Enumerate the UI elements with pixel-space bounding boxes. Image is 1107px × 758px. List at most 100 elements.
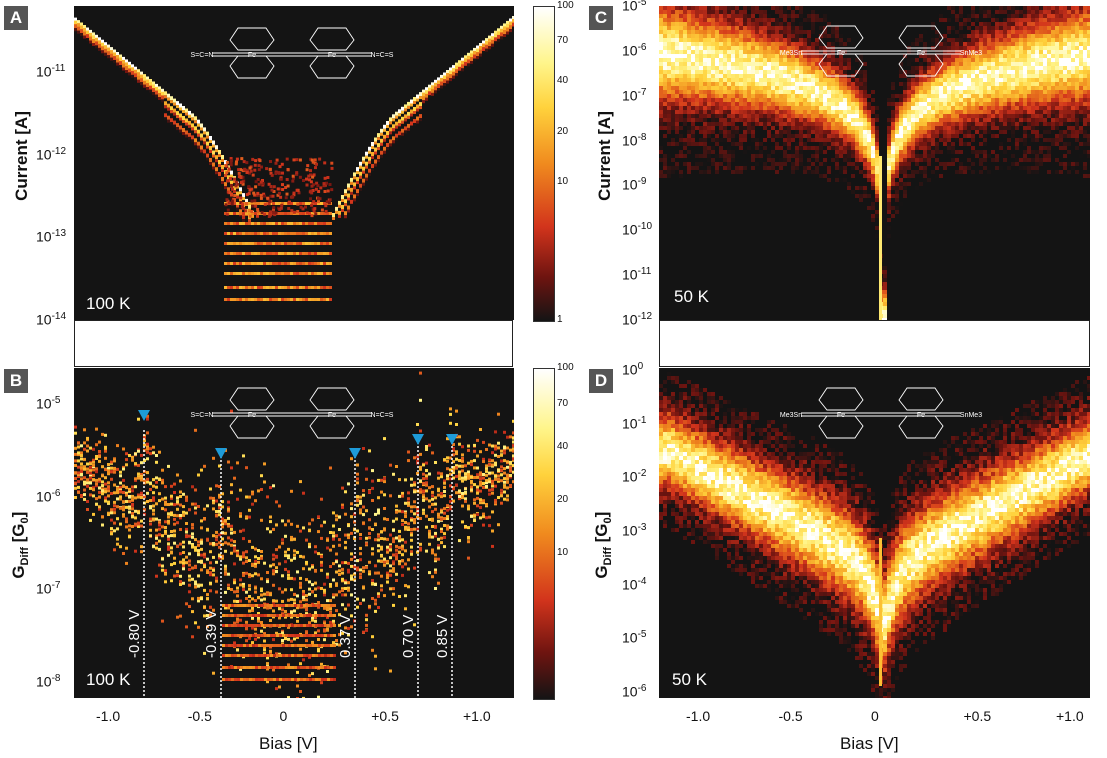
heatmap-cell bbox=[723, 94, 727, 98]
heatmap-cell bbox=[683, 150, 687, 154]
heatmap-cell bbox=[715, 30, 719, 34]
heatmap-cell bbox=[476, 504, 479, 508]
heatmap-cell bbox=[663, 114, 667, 118]
heatmap-cell bbox=[691, 54, 695, 58]
heatmap-cell bbox=[266, 212, 269, 215]
heatmap-cell bbox=[398, 529, 401, 533]
heatmap-cell bbox=[245, 222, 248, 225]
heatmap-cell bbox=[188, 132, 191, 137]
heatmap-cell bbox=[671, 154, 675, 158]
heatmap-cell bbox=[663, 34, 667, 38]
heatmap-cell bbox=[95, 470, 98, 474]
heatmap-cell bbox=[735, 70, 739, 74]
heatmap-cell bbox=[687, 58, 691, 62]
heatmap-cell bbox=[467, 448, 470, 452]
heatmap-cell bbox=[691, 14, 695, 18]
heatmap-cell bbox=[425, 445, 428, 448]
heatmap-cell bbox=[134, 77, 137, 81]
heatmap-cell bbox=[320, 232, 323, 235]
heatmap-cell bbox=[215, 590, 218, 594]
heatmap-cell bbox=[491, 39, 494, 44]
heatmap-cell bbox=[425, 87, 428, 92]
heatmap-cell bbox=[759, 38, 763, 42]
heatmap-cell bbox=[327, 634, 330, 637]
heatmap-cell bbox=[419, 546, 422, 550]
heatmap-cell bbox=[428, 486, 431, 490]
heatmap-cell bbox=[711, 86, 715, 90]
heatmap-cell bbox=[723, 58, 727, 62]
heatmap-cell bbox=[260, 593, 263, 597]
heatmap-cell bbox=[380, 150, 383, 155]
heatmap-cell bbox=[242, 216, 246, 219]
heatmap-cell bbox=[739, 106, 743, 110]
heatmap-cell bbox=[675, 34, 679, 38]
heatmap-cell bbox=[389, 587, 392, 591]
heatmap-cell bbox=[128, 68, 131, 73]
heatmap-cell bbox=[254, 232, 257, 235]
heatmap-cell bbox=[691, 50, 695, 54]
heatmap-cell bbox=[158, 533, 161, 537]
heatmap-cell bbox=[203, 555, 206, 559]
heatmap-cell bbox=[101, 432, 104, 436]
heatmap-cell bbox=[203, 605, 206, 609]
heatmap-cell bbox=[763, 62, 767, 66]
heatmap-cell bbox=[327, 604, 330, 607]
heatmap-cell bbox=[723, 102, 727, 106]
heatmap-cell bbox=[125, 500, 128, 503]
heatmap-cell bbox=[125, 520, 128, 524]
heatmap-cell bbox=[98, 479, 101, 483]
heatmap-cell bbox=[452, 65, 455, 70]
heatmap-cell bbox=[663, 94, 667, 98]
heatmap-cell bbox=[113, 529, 116, 533]
heatmap-cell bbox=[92, 488, 95, 492]
heatmap-cell bbox=[305, 298, 308, 301]
heatmap-cell bbox=[683, 114, 687, 118]
heatmap-cell bbox=[257, 252, 260, 255]
heatmap-cell bbox=[715, 82, 719, 86]
heatmap-cell bbox=[671, 110, 675, 114]
heatmap-cell bbox=[735, 170, 739, 174]
heatmap-cell bbox=[362, 598, 365, 602]
heatmap-cell bbox=[703, 38, 707, 42]
heatmap-cell bbox=[161, 534, 164, 538]
heatmap-cell bbox=[659, 58, 663, 62]
heatmap-cell bbox=[739, 98, 743, 102]
heatmap-cell bbox=[443, 458, 446, 462]
heatmap-cell bbox=[667, 82, 671, 86]
heatmap-cell bbox=[675, 54, 679, 58]
heatmap-cell bbox=[287, 519, 290, 523]
heatmap-cell bbox=[755, 50, 759, 54]
heatmap-cell bbox=[239, 512, 242, 516]
heatmap-cell bbox=[747, 66, 751, 70]
heatmap-cell bbox=[719, 122, 723, 126]
heatmap-cell bbox=[259, 193, 263, 197]
heatmap-cell bbox=[743, 166, 747, 170]
heatmap-cell bbox=[143, 74, 146, 79]
heatmap-cell bbox=[233, 202, 236, 205]
heatmap-cell bbox=[261, 604, 264, 607]
heatmap-cell bbox=[92, 512, 95, 516]
heatmap-cell bbox=[221, 522, 224, 526]
heatmap-cell bbox=[236, 590, 239, 593]
heatmap-cell bbox=[347, 586, 350, 590]
heatmap-cell bbox=[269, 530, 272, 534]
heatmap-cell bbox=[723, 154, 727, 158]
heatmap-cell bbox=[723, 54, 727, 58]
heatmap-cell bbox=[155, 502, 158, 506]
heatmap-cell bbox=[365, 155, 368, 159]
heatmap-cell bbox=[691, 6, 695, 10]
heatmap-cell bbox=[359, 175, 362, 179]
heatmap-cell bbox=[290, 558, 293, 562]
heatmap-cell bbox=[751, 110, 755, 114]
heatmap-cell bbox=[194, 621, 197, 625]
heatmap-cell bbox=[663, 126, 667, 130]
heatmap-cell bbox=[743, 14, 747, 18]
heatmap-cell bbox=[258, 624, 261, 627]
heatmap-cell bbox=[715, 50, 719, 54]
heatmap-cell bbox=[317, 202, 320, 205]
heatmap-cell bbox=[695, 14, 699, 18]
heatmap-cell bbox=[350, 515, 353, 519]
heatmap-cell bbox=[473, 449, 476, 453]
heatmap-cell bbox=[245, 171, 249, 174]
heatmap-cell bbox=[239, 222, 242, 225]
